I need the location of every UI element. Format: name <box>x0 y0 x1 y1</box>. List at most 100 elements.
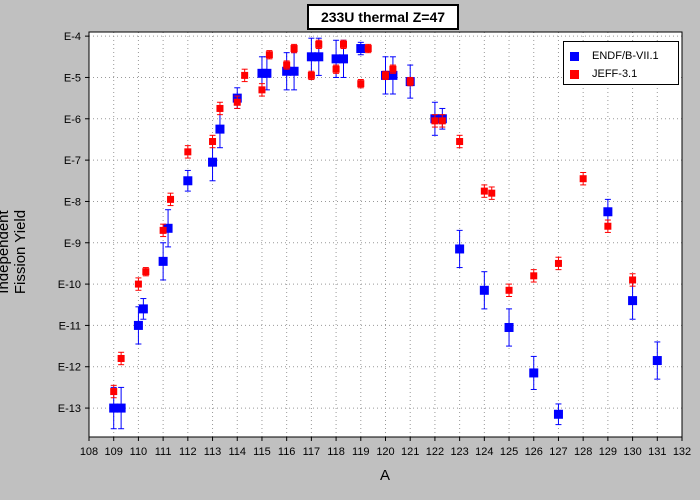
data-point <box>628 296 638 306</box>
data-point <box>110 388 118 396</box>
x-tick-label: 113 <box>204 446 222 458</box>
data-point <box>282 66 292 76</box>
data-point <box>553 409 563 419</box>
data-point <box>488 189 496 197</box>
x-tick-label: 124 <box>475 446 493 458</box>
series-layer <box>109 37 662 430</box>
x-tick-label: 127 <box>549 446 567 458</box>
data-point <box>389 65 397 73</box>
data-point <box>339 40 347 48</box>
data-point <box>652 356 662 366</box>
data-point <box>480 187 488 195</box>
data-point <box>455 244 465 254</box>
x-tick-label: 120 <box>376 446 394 458</box>
plot-area <box>89 32 682 437</box>
data-point <box>208 157 218 167</box>
data-point <box>215 124 225 134</box>
legend-swatch-jeff <box>570 69 579 79</box>
data-point <box>142 268 150 276</box>
data-point <box>138 304 148 314</box>
y-tick-label: E-5 <box>64 72 81 84</box>
data-point <box>307 71 315 79</box>
x-tick-label: 111 <box>155 446 172 458</box>
legend-label-endf: ENDF/B-VII.1 <box>592 50 659 62</box>
y-tick-label: E-6 <box>64 114 81 126</box>
data-point <box>257 68 267 78</box>
data-point <box>241 71 249 79</box>
legend-label-jeff: JEFF-3.1 <box>592 68 638 80</box>
data-point <box>406 78 414 86</box>
x-tick-label: 114 <box>228 446 246 458</box>
data-point <box>338 54 348 64</box>
data-point <box>579 175 587 183</box>
data-point <box>116 403 126 413</box>
data-point <box>184 148 192 156</box>
data-point <box>283 61 291 69</box>
x-axis-label: A <box>380 467 390 484</box>
data-point <box>438 117 446 125</box>
data-point <box>306 52 316 62</box>
y-axis-ticks: E-4 E-5 E-6 E-7 E-8 E-9 E-10 E-11 E-12 E-13 <box>58 31 89 415</box>
data-point <box>364 45 372 53</box>
x-tick-label: 118 <box>327 446 345 458</box>
data-point <box>604 222 612 230</box>
legend-item-endf: ENDF/B-VII.1 <box>570 50 659 62</box>
x-tick-label: 116 <box>278 446 296 458</box>
data-point <box>315 40 323 48</box>
series-jeff <box>110 39 637 399</box>
legend: ENDF/B-VII.1 JEFF-3.1 <box>563 41 679 85</box>
x-tick-label: 123 <box>450 446 468 458</box>
data-point <box>265 51 273 59</box>
data-point <box>530 272 538 280</box>
x-tick-label: 122 <box>426 446 444 458</box>
data-point <box>233 98 241 106</box>
x-tick-label: 129 <box>599 446 617 458</box>
x-tick-label: 109 <box>105 446 123 458</box>
x-tick-label: 115 <box>253 446 271 458</box>
data-point <box>290 45 298 53</box>
data-point <box>216 104 224 112</box>
data-point <box>479 285 489 295</box>
data-point <box>109 403 119 413</box>
data-point <box>504 322 514 332</box>
data-point <box>505 286 513 294</box>
x-tick-label: 108 <box>80 446 98 458</box>
y-tick-label: E-7 <box>64 155 81 167</box>
data-point <box>331 54 341 64</box>
y-tick-label: E-13 <box>58 403 81 415</box>
legend-item-jeff: JEFF-3.1 <box>570 68 637 80</box>
y-tick-label: E-11 <box>59 320 81 332</box>
y-tick-label: E-8 <box>64 196 81 208</box>
data-point <box>167 195 175 203</box>
data-point <box>382 71 389 79</box>
data-point <box>357 80 365 88</box>
data-point <box>134 280 142 288</box>
data-point <box>356 44 366 54</box>
y-tick-label: E-12 <box>58 362 81 374</box>
data-point <box>117 354 125 362</box>
x-tick-label: 132 <box>673 446 691 458</box>
data-point <box>209 138 217 146</box>
data-point <box>332 65 340 73</box>
x-tick-label: 126 <box>525 446 543 458</box>
y-tick-label: E-4 <box>64 31 81 43</box>
y-tick-label: E-9 <box>64 238 81 250</box>
data-point <box>629 276 637 284</box>
chart-title: 233U thermal Z=47 <box>307 4 459 30</box>
x-tick-label: 112 <box>179 446 197 458</box>
legend-swatch-endf <box>570 51 579 61</box>
y-tick-label: E-10 <box>58 279 81 291</box>
data-point <box>159 226 167 234</box>
data-point <box>456 138 464 146</box>
data-point <box>314 52 324 62</box>
data-point <box>554 259 562 267</box>
data-point <box>158 256 168 266</box>
data-point <box>529 368 539 378</box>
data-point <box>163 223 173 233</box>
x-tick-label: 119 <box>352 446 370 458</box>
data-point <box>262 68 272 78</box>
data-point <box>388 70 398 80</box>
x-tick-label: 131 <box>648 446 666 458</box>
x-tick-label: 130 <box>623 446 641 458</box>
